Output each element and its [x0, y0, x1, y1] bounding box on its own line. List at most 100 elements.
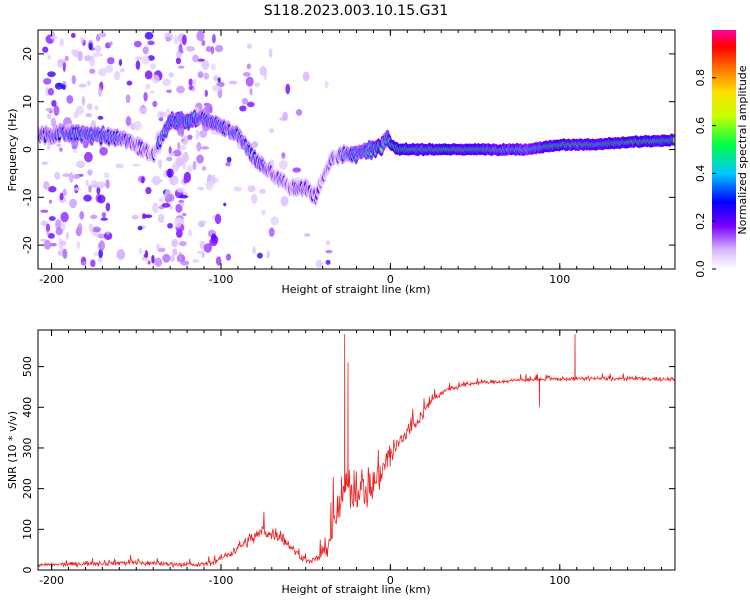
noise-blob — [143, 253, 149, 258]
noise-blob — [201, 39, 206, 47]
noise-blob — [292, 167, 302, 173]
noise-blob — [147, 40, 155, 46]
noise-blob — [92, 226, 101, 233]
noise-blob — [174, 157, 183, 167]
noise-blob — [205, 46, 212, 53]
noise-blob — [51, 99, 57, 107]
noise-blob — [145, 187, 152, 195]
noise-blob — [62, 248, 68, 259]
x-tick-label: -100 — [208, 574, 233, 587]
noise-blob — [200, 146, 210, 150]
noise-blob — [166, 89, 172, 94]
noise-blob — [76, 160, 86, 169]
noise-blob — [98, 52, 103, 57]
noise-blob — [196, 30, 205, 42]
noise-blob — [47, 88, 55, 96]
noise-blob — [170, 254, 175, 262]
noise-blob — [178, 240, 187, 247]
noise-blob — [253, 82, 260, 88]
noise-blob — [179, 202, 184, 207]
noise-blob — [40, 209, 49, 213]
noise-blob — [98, 248, 103, 259]
colorbar-tick-label: 0.0 — [694, 260, 707, 278]
noise-blob — [158, 158, 163, 169]
noise-blob — [144, 214, 153, 219]
noise-blob — [178, 65, 185, 69]
noise-blob — [43, 239, 52, 250]
noise-blob — [48, 216, 56, 221]
noise-blob — [203, 243, 212, 253]
noise-blob — [268, 48, 273, 58]
noise-blob — [88, 42, 93, 51]
y-tick-label: -10 — [21, 188, 34, 206]
noise-blob — [78, 83, 87, 88]
noise-blob — [188, 229, 193, 237]
noise-blob — [47, 54, 52, 60]
noise-blob — [45, 107, 53, 112]
noise-blob — [183, 177, 188, 184]
noise-blob — [45, 223, 51, 232]
noise-blob — [157, 213, 165, 224]
noise-blob — [246, 63, 252, 70]
noise-blob — [261, 209, 266, 216]
noise-blob — [269, 127, 275, 134]
noise-blob — [138, 104, 148, 115]
noise-blob — [156, 242, 160, 251]
noise-blob — [76, 241, 81, 249]
y-tick-label: 500 — [21, 356, 34, 377]
noise-blob — [192, 258, 200, 264]
noise-blob — [73, 187, 82, 191]
x-tick-label: -100 — [208, 273, 233, 286]
noise-blob — [119, 68, 126, 73]
noise-blob — [180, 260, 190, 266]
noise-blob — [106, 230, 110, 235]
noise-blob — [141, 55, 150, 65]
noise-blob — [162, 253, 171, 263]
noise-blob — [285, 83, 291, 95]
colorbar-ticks: 0.0 0.2 0.4 0.6 0.8 — [694, 69, 716, 278]
noise-blob — [97, 257, 103, 263]
noise-blob — [62, 188, 67, 197]
noise-blob — [125, 116, 132, 127]
noise-blob — [203, 72, 210, 80]
colorbar-tick-label: 0.4 — [694, 165, 707, 183]
noise-blob — [133, 120, 142, 131]
noise-blob — [141, 256, 150, 262]
noise-blob — [59, 192, 64, 201]
noise-blob — [90, 214, 98, 220]
noise-blob — [99, 147, 108, 156]
spectrogram-y-ticks: -20 -10 0 10 20 — [21, 47, 675, 254]
noise-blob — [181, 34, 187, 46]
noise-blob — [125, 94, 131, 104]
noise-blob — [247, 43, 252, 49]
noise-blob — [176, 51, 183, 59]
noise-blob — [43, 181, 50, 190]
noise-blob — [176, 85, 185, 94]
noise-blob — [85, 179, 89, 187]
noise-blob — [141, 213, 147, 220]
x-tick-label: 100 — [549, 574, 570, 587]
colorbar-tick-label: 0.6 — [694, 117, 707, 135]
noise-blob — [325, 249, 333, 254]
noise-blob — [168, 146, 172, 155]
noise-blob — [270, 216, 280, 226]
noise-blob — [251, 193, 258, 204]
noise-blob — [195, 129, 200, 140]
noise-blob — [217, 77, 221, 83]
noise-blob — [150, 90, 155, 94]
noise-blob — [101, 211, 107, 219]
noise-blob — [45, 86, 50, 97]
snr-frame — [37, 329, 676, 571]
noise-blob — [188, 78, 193, 87]
noise-blob — [209, 238, 218, 247]
noise-blob — [103, 231, 113, 240]
noise-blob — [304, 233, 311, 237]
noise-blob — [96, 181, 106, 189]
noise-blob — [68, 172, 74, 183]
noise-blob — [48, 186, 57, 193]
noise-blob — [81, 261, 87, 266]
noise-blob — [61, 221, 66, 232]
spectrogram-x-ticks: -200 -100 0 100 — [39, 30, 662, 286]
y-tick-label: 0 — [21, 567, 34, 574]
